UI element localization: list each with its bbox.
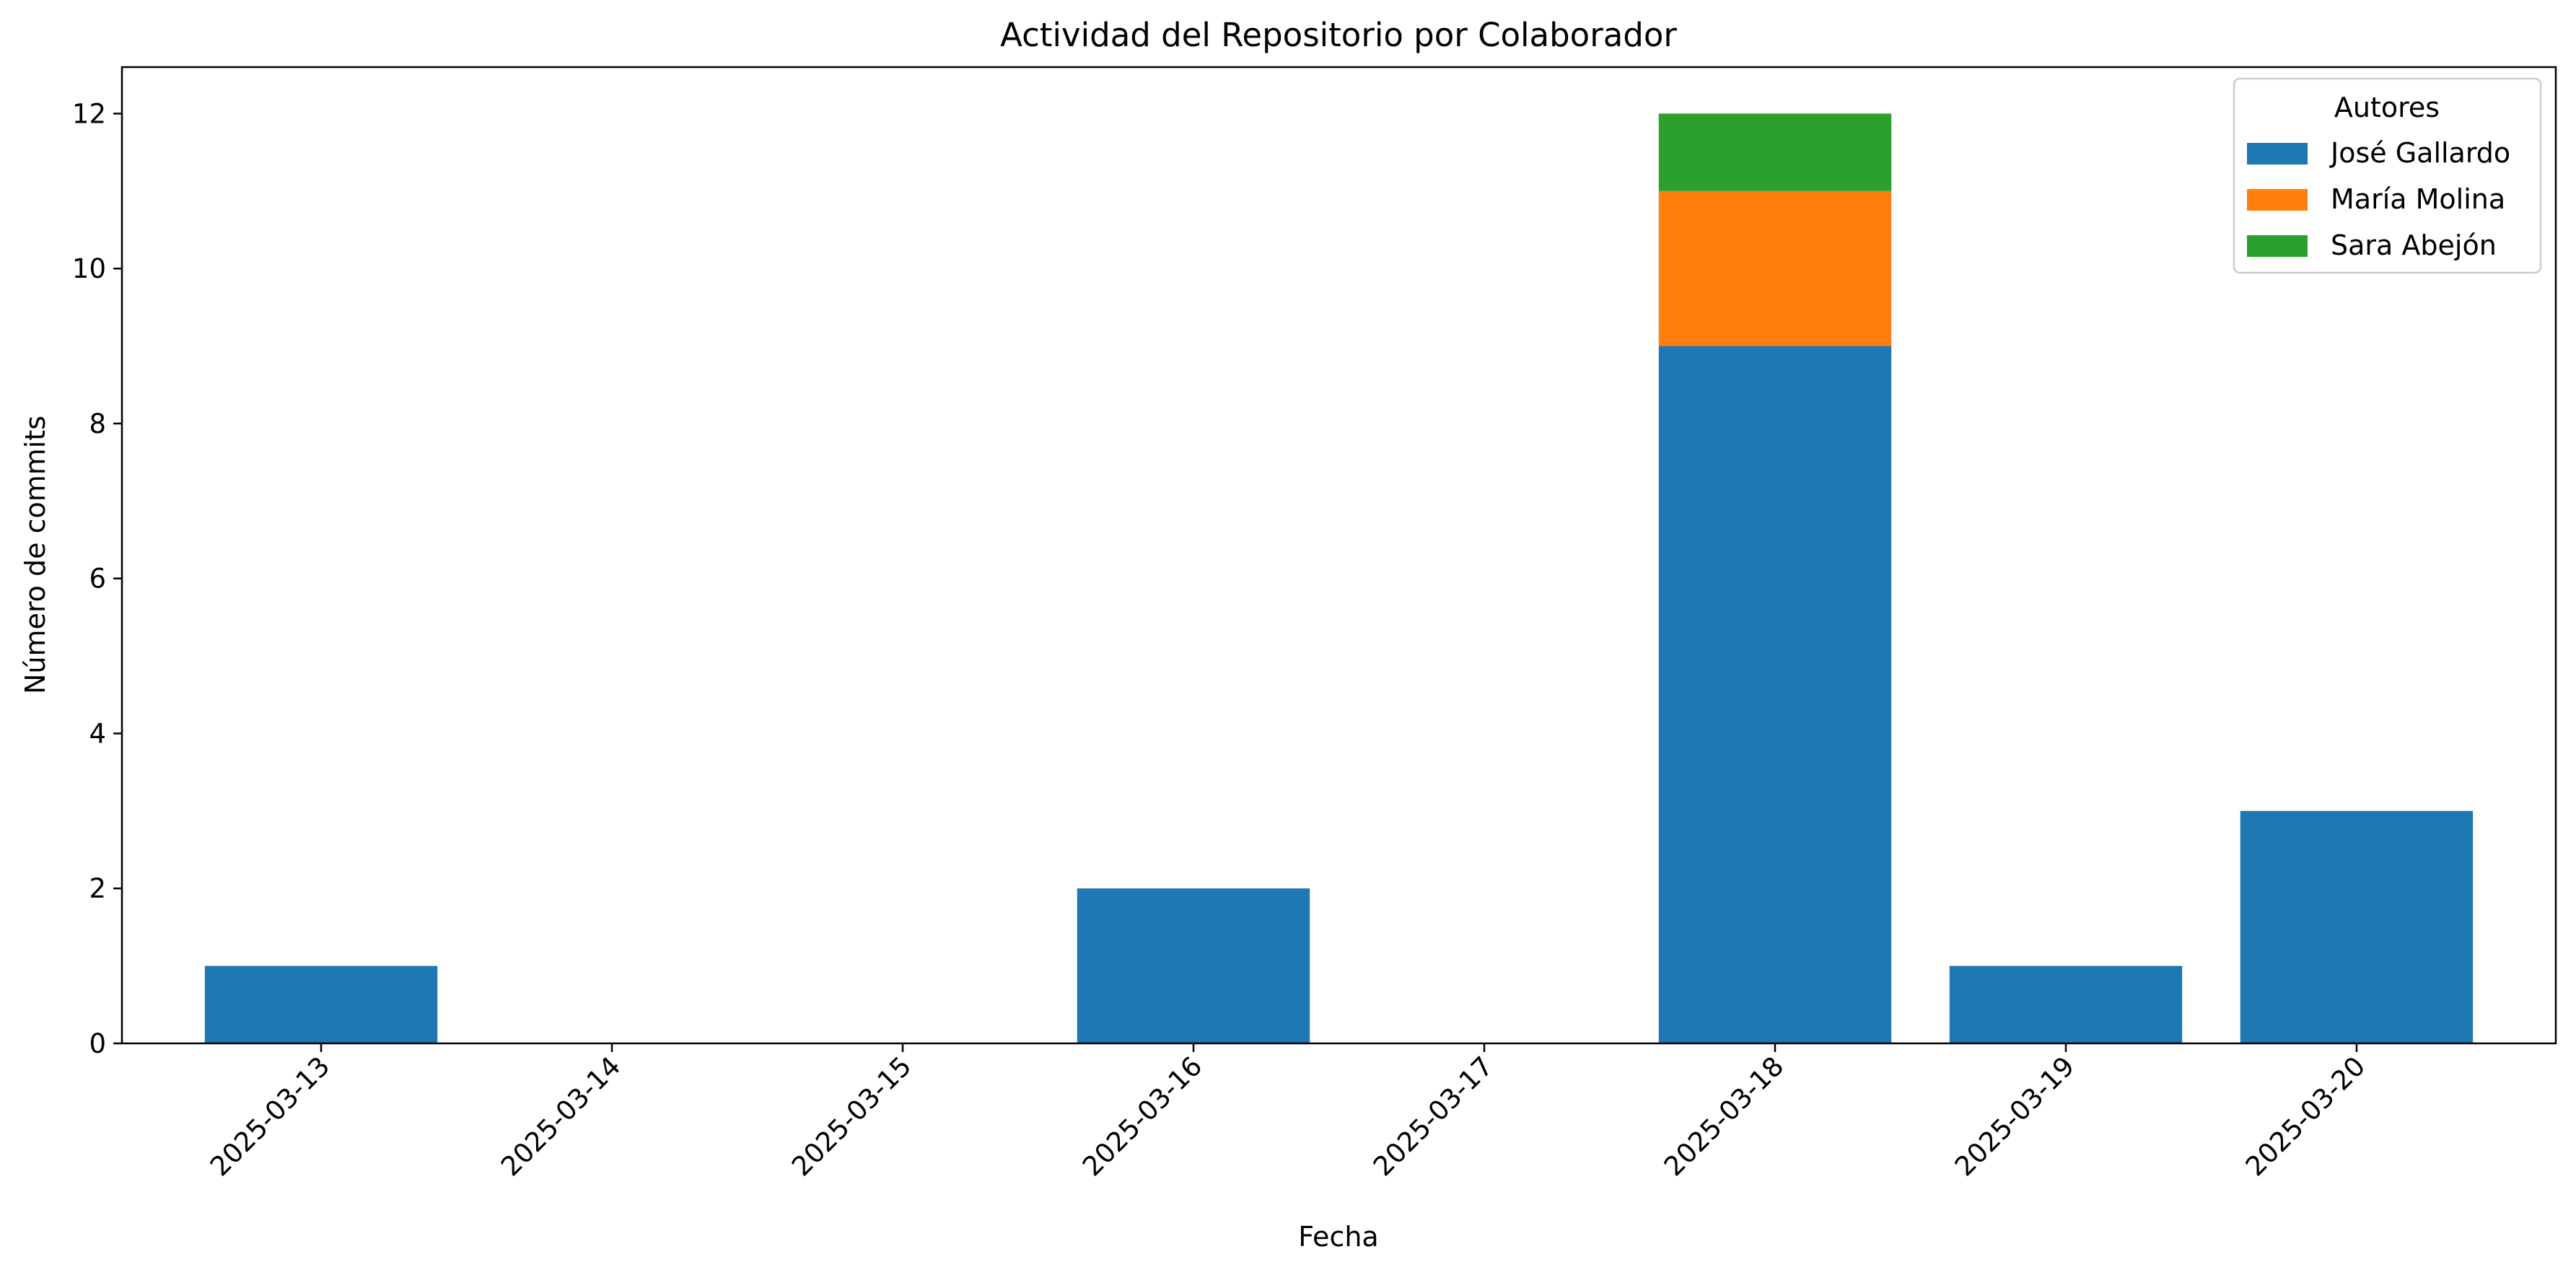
bar-2025-03-13-series-0 bbox=[204, 965, 438, 1043]
y-tick-label-3: 6 bbox=[89, 564, 106, 595]
bar-2025-03-18-series-2 bbox=[1658, 113, 1892, 191]
legend: Autores José Gallardo María Molina Sara Ab… bbox=[2233, 77, 2542, 274]
y-tick-label-5: 10 bbox=[72, 253, 106, 284]
y-tick-label-4: 8 bbox=[89, 408, 106, 439]
legend-label-0: José Gallardo bbox=[2329, 137, 2510, 169]
bars-layer bbox=[204, 113, 2474, 1044]
legend-items: José Gallardo María Molina Sara Abejón bbox=[2247, 137, 2510, 261]
legend-label-1: María Molina bbox=[2331, 183, 2505, 215]
bar-2025-03-20-series-0 bbox=[2240, 810, 2474, 1043]
legend-swatch-2 bbox=[2247, 235, 2308, 257]
bar-2025-03-19-series-0 bbox=[1949, 965, 2183, 1043]
y-tick-label-0: 0 bbox=[89, 1028, 106, 1059]
legend-label-2: Sara Abejón bbox=[2331, 229, 2497, 261]
y-axis-ticks: 0 2 4 6 8 10 12 bbox=[72, 98, 122, 1059]
y-axis-label: Número de commits bbox=[19, 416, 51, 694]
bar-2025-03-16-series-0 bbox=[1077, 888, 1310, 1043]
x-axis-label: Fecha bbox=[1298, 1221, 1378, 1253]
y-tick-label-2: 4 bbox=[89, 718, 106, 749]
legend-swatch-0 bbox=[2247, 143, 2308, 165]
plot-area-frame bbox=[121, 66, 2557, 1045]
bar-2025-03-18-series-0 bbox=[1658, 346, 1892, 1044]
legend-title: Autores bbox=[2334, 92, 2440, 123]
y-tick-label-6: 12 bbox=[72, 98, 106, 129]
chart-title: Actividad del Repositorio por Colaborado… bbox=[1000, 16, 1677, 54]
y-tick-label-1: 2 bbox=[89, 873, 106, 904]
legend-box bbox=[2233, 77, 2542, 274]
legend-swatch-1 bbox=[2247, 189, 2308, 211]
bar-2025-03-18-series-1 bbox=[1658, 190, 1892, 346]
